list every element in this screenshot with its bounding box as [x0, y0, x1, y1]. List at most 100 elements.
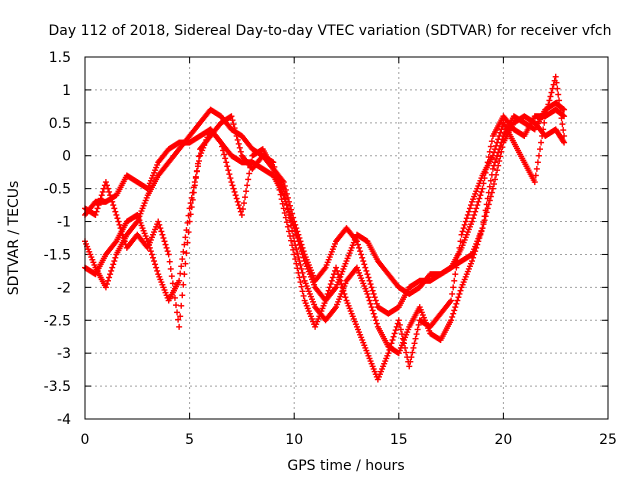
trail-mark-track-a	[473, 205, 480, 212]
trail-mark-track-d	[278, 196, 285, 203]
y-axis-label: SDTVAR / TECUs	[6, 181, 22, 296]
trail-mark-track-b	[103, 281, 110, 288]
trail-mark-track-d	[546, 97, 553, 104]
trail-mark-track-d	[94, 205, 101, 212]
trail-mark-track-d	[157, 225, 164, 232]
data-point-track-c	[176, 277, 183, 284]
trail-mark-track-d	[164, 248, 171, 255]
trail-mark-track-c	[483, 209, 490, 216]
trail-mark-track-d	[334, 267, 341, 274]
trail-mark-track-d	[230, 121, 237, 128]
trail-mark-track-d	[96, 198, 103, 205]
trail-mark-track-d	[281, 209, 288, 216]
trail-mark-track-d	[109, 198, 116, 205]
trail-mark-track-c	[230, 185, 237, 192]
trail-mark-track-b	[455, 294, 462, 301]
trail-mark-track-b	[109, 264, 116, 271]
y-tick-label: -1	[57, 215, 71, 231]
trail-mark-track-d	[189, 196, 196, 203]
trail-mark-track-c	[486, 197, 493, 204]
trail-mark-track-b	[111, 258, 118, 265]
data-point-track-d	[102, 179, 109, 186]
trail-mark-track-d	[548, 89, 555, 96]
trail-mark-track-d	[293, 260, 300, 267]
trail-mark-track-d	[168, 273, 175, 280]
y-tick-label: -3	[57, 346, 71, 362]
trail-mark-track-c	[234, 198, 241, 205]
trail-mark-track-d	[283, 219, 290, 226]
data-point-track-d	[228, 113, 235, 120]
trail-mark-track-d	[403, 349, 410, 356]
trail-mark-track-d	[299, 288, 306, 295]
data-point-track-a	[479, 185, 486, 192]
data-point-track-c	[479, 225, 486, 232]
trail-mark-track-c	[496, 157, 503, 164]
trail-mark-track-d	[175, 316, 182, 323]
trail-mark-track-d	[460, 225, 467, 232]
data-point-track-d	[531, 179, 538, 186]
trail-mark-track-c	[495, 162, 502, 169]
trail-mark-track-c	[287, 202, 294, 209]
trail-mark-track-d	[327, 281, 334, 288]
y-tick-label: -1.5	[44, 247, 71, 263]
trail-mark-track-c	[224, 163, 231, 170]
data-point-track-b	[561, 106, 568, 113]
trail-mark-track-c	[226, 171, 233, 178]
trail-mark-track-d	[341, 290, 348, 297]
x-tick-label: 20	[494, 432, 512, 448]
trail-mark-track-d	[461, 221, 468, 228]
trail-mark-track-d	[402, 344, 409, 351]
y-tick-label: -3.5	[44, 379, 71, 395]
trail-mark-track-c	[499, 144, 506, 151]
trail-mark-track-d	[494, 139, 501, 146]
data-point-track-d	[113, 211, 120, 218]
trail-mark-track-d	[196, 153, 203, 160]
trail-mark-track-c	[369, 287, 376, 294]
trail-mark-track-c	[480, 221, 487, 228]
trail-mark-track-d	[532, 172, 539, 179]
trail-mark-track-d	[114, 215, 121, 222]
trail-mark-track-b	[371, 313, 378, 320]
trail-mark-track-a	[472, 208, 479, 215]
trail-mark-track-d	[342, 294, 349, 301]
trail-mark-track-d	[288, 237, 295, 244]
x-tick-label: 10	[285, 432, 303, 448]
trail-mark-track-d	[463, 215, 470, 222]
y-tick-label: 1	[62, 83, 71, 99]
trail-mark-track-d	[408, 354, 415, 361]
trail-mark-track-d	[193, 167, 200, 174]
trail-mark-track-c	[373, 300, 380, 307]
trail-mark-track-d	[326, 284, 333, 291]
y-tick-label: -2.5	[44, 313, 71, 329]
trail-mark-track-d	[98, 192, 105, 199]
trail-mark-track-b	[370, 310, 377, 317]
data-point-track-d	[542, 113, 549, 120]
trail-mark-track-d	[324, 290, 331, 297]
data-point-track-b	[364, 290, 371, 297]
trail-mark-track-c	[297, 238, 304, 245]
trail-mark-track-d	[118, 228, 125, 235]
trail-mark-track-d	[329, 274, 336, 281]
trail-mark-track-d	[111, 205, 118, 212]
trail-mark-track-b	[287, 217, 294, 224]
trail-mark-track-c	[358, 251, 365, 258]
trail-mark-track-d	[453, 264, 460, 271]
trail-mark-track-d	[555, 91, 562, 98]
trail-mark-track-b	[451, 307, 458, 314]
trail-mark-track-d	[465, 208, 472, 215]
trail-mark-track-d	[556, 97, 563, 104]
trail-mark-track-b	[450, 310, 457, 317]
trail-mark-track-d	[411, 340, 418, 347]
trail-mark-track-a	[474, 202, 481, 209]
trail-mark-track-d	[387, 343, 394, 350]
trail-mark-track-c	[363, 267, 370, 274]
trail-mark-track-b	[294, 250, 301, 257]
trail-mark-track-d	[188, 204, 195, 211]
trail-mark-track-c	[282, 186, 289, 193]
trail-mark-track-d	[110, 202, 117, 209]
trail-mark-track-c	[246, 170, 253, 177]
trail-mark-track-b	[492, 159, 499, 166]
trail-mark-track-c	[285, 198, 292, 205]
data-point-track-d	[280, 205, 287, 212]
trail-mark-track-d	[452, 271, 459, 278]
